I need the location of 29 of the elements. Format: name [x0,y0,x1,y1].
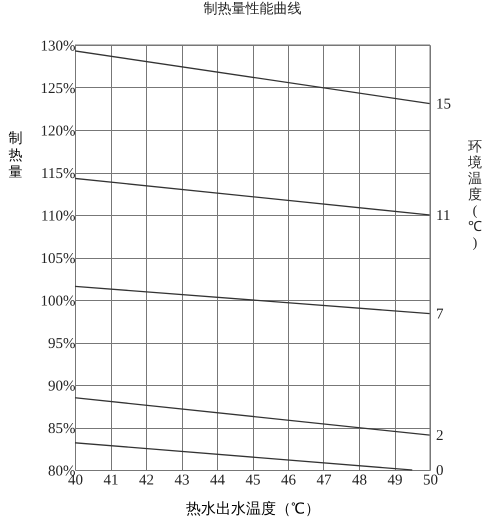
x-tick-label: 41 [104,472,118,488]
y-tick-label: 105% [40,251,76,267]
x-tick-label: 45 [246,472,260,488]
y-tick-label: 130% [40,38,76,54]
x-tick-label: 44 [210,472,226,488]
y-tick-label: 85% [48,421,76,437]
y-tick-label: 115% [41,166,76,182]
series-label: 2 [436,428,444,444]
y-tick-label: 95% [48,336,76,352]
y-tick-label: 120% [40,124,76,140]
y-tick-label: 125% [40,81,76,97]
x-tick-label: 47 [316,472,332,488]
x-tick-label: 46 [281,472,296,488]
y-tick-label: 110% [41,208,76,224]
chart-title: 制热量性能曲线 [204,1,302,17]
x-tick-label: 50 [423,472,438,488]
series-label: 11 [436,208,450,224]
y-axis-title: 制热量 [8,130,22,180]
y-tick-label: 90% [48,378,76,394]
series-label: 0 [436,463,444,479]
x-tick-label: 48 [352,472,367,488]
x-axis-title: 热水出水温度（℃） [186,500,320,518]
x-tick-label: 49 [388,472,402,488]
series-label: 7 [436,306,444,323]
legend-title: 环境温度(℃) [467,140,482,251]
x-tick-label: 43 [174,472,190,488]
series-label: 15 [436,96,451,113]
x-tick-label: 42 [139,472,154,488]
y-tick-label: 100% [40,294,76,310]
